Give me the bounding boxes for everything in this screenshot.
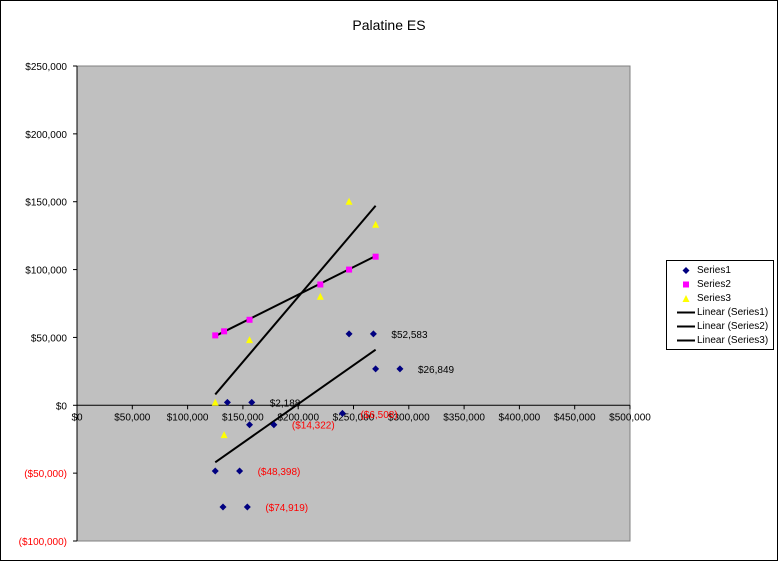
diamond-marker-icon xyxy=(682,267,690,274)
data-label: ($6,508) xyxy=(360,410,397,421)
data-label: $26,849 xyxy=(418,365,455,376)
y-tick-label: $100,000 xyxy=(25,266,67,277)
data-point-series3 xyxy=(246,336,254,344)
data-point-series2 xyxy=(372,253,379,260)
square-marker-icon xyxy=(683,281,689,288)
data-point-series2 xyxy=(317,281,324,288)
legend-item-linear-series1: Linear (Series1) xyxy=(667,306,773,319)
x-tick-label: $450,000 xyxy=(554,412,596,423)
data-label: ($14,322) xyxy=(292,421,335,432)
trendline xyxy=(214,205,377,396)
data-point-series3 xyxy=(211,398,219,406)
x-tick-label: $200,000 xyxy=(277,412,319,423)
legend-label: Linear (Series2) xyxy=(697,321,769,332)
legend-item-series3: Series3 xyxy=(667,292,773,305)
line-marker-icon xyxy=(677,325,695,328)
x-tick-label: $400,000 xyxy=(499,412,541,423)
legend-label: Series1 xyxy=(697,265,731,276)
legend-label: Series3 xyxy=(697,293,731,304)
data-point-series2 xyxy=(246,316,253,323)
x-tick-label: $150,000 xyxy=(222,412,264,423)
data-point-series3 xyxy=(316,292,324,300)
x-tick-label: $350,000 xyxy=(443,412,485,423)
chart-title: Palatine ES xyxy=(352,17,426,33)
x-tick-label: $500,000 xyxy=(609,412,651,423)
line-marker-icon xyxy=(677,339,695,342)
data-point-series1 xyxy=(219,503,227,511)
label-marker-series1 xyxy=(236,467,244,475)
legend-label: Linear (Series1) xyxy=(697,307,769,318)
data-label: ($48,398) xyxy=(258,467,301,478)
data-point-series1 xyxy=(223,398,231,406)
label-marker-series1 xyxy=(369,330,377,338)
y-tick-label: ($100,000) xyxy=(19,537,67,548)
data-point-series2 xyxy=(346,266,353,273)
legend-item-series2: Series2 xyxy=(667,278,773,291)
data-point-series1 xyxy=(246,421,254,429)
chart-legend: Series1 Series2 Series3 Linear (Series1)… xyxy=(666,260,774,350)
data-label: $2,188 xyxy=(270,398,301,409)
label-marker-series1 xyxy=(396,365,404,373)
data-point-series3 xyxy=(220,431,228,439)
data-label: $52,583 xyxy=(391,330,428,341)
y-tick-label: $150,000 xyxy=(25,198,67,209)
plot-area xyxy=(76,65,631,542)
label-marker-series1 xyxy=(248,398,256,406)
label-marker-series1 xyxy=(270,421,278,429)
data-point-series3 xyxy=(372,220,380,228)
x-tick-label: $250,000 xyxy=(333,412,375,423)
data-point-series2 xyxy=(212,332,219,339)
line-marker-icon xyxy=(677,311,695,314)
triangle-marker-icon xyxy=(682,295,690,302)
label-marker-series1 xyxy=(243,503,251,511)
x-tick-label: $50,000 xyxy=(114,412,151,423)
legend-item-series1: Series1 xyxy=(667,264,773,277)
x-tick-label: $100,000 xyxy=(167,412,209,423)
label-marker-series1 xyxy=(338,409,346,417)
y-tick-label: $250,000 xyxy=(25,62,67,73)
legend-label: Linear (Series3) xyxy=(697,335,769,346)
legend-label: Series2 xyxy=(697,279,731,290)
y-tick-label: ($50,000) xyxy=(24,469,67,480)
data-label: ($74,919) xyxy=(265,503,308,514)
data-point-series3 xyxy=(345,197,353,205)
legend-item-linear-series2: Linear (Series2) xyxy=(667,320,773,333)
x-tick-label: $300,000 xyxy=(388,412,430,423)
x-tick-label: $0 xyxy=(71,412,83,423)
data-point-series1 xyxy=(372,365,380,373)
legend-item-linear-series3: Linear (Series3) xyxy=(667,334,773,347)
data-point-series1 xyxy=(211,467,219,475)
y-tick-label: $0 xyxy=(56,401,68,412)
data-point-series1 xyxy=(345,330,353,338)
data-point-series2 xyxy=(221,328,228,335)
y-tick-label: $50,000 xyxy=(31,333,68,344)
y-tick-label: $200,000 xyxy=(25,130,67,141)
trendline xyxy=(214,348,377,464)
